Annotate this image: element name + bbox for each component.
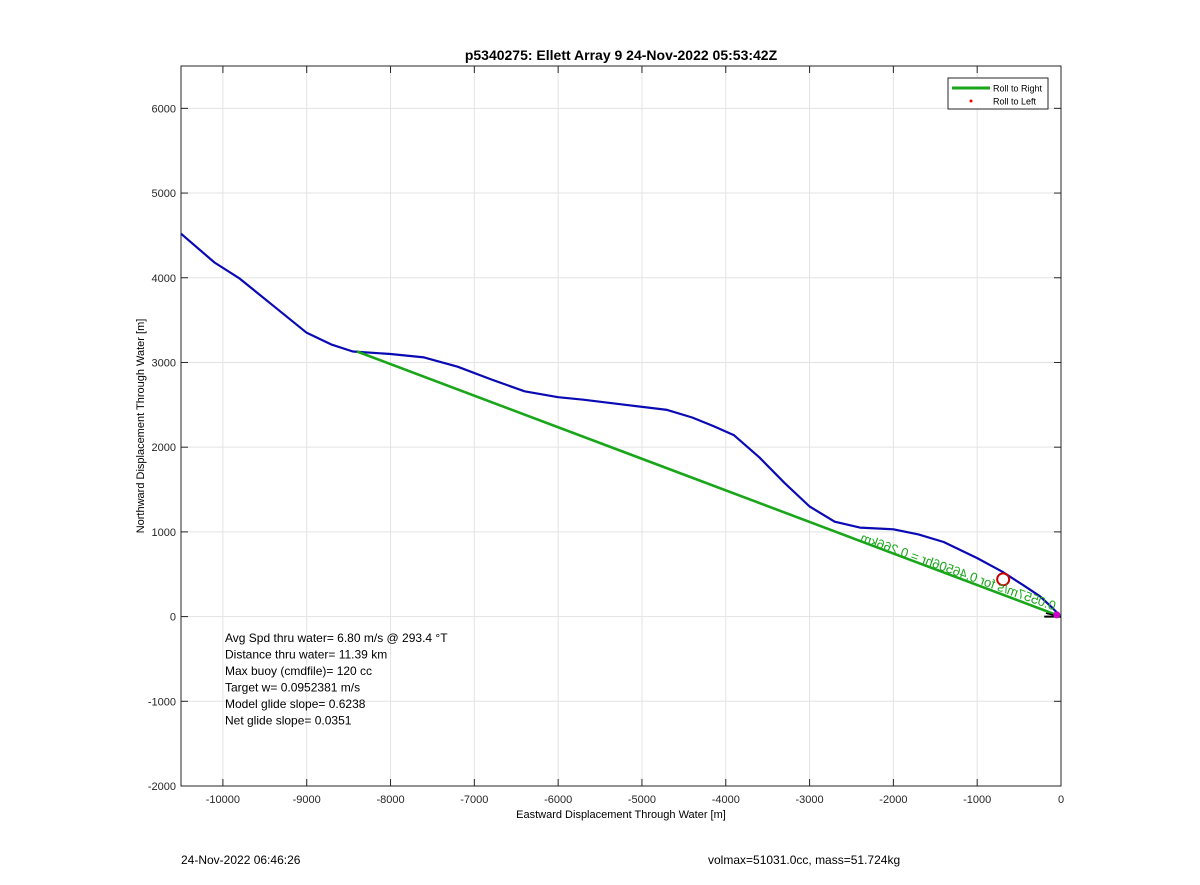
x-tick-label: -5000 [628, 794, 656, 806]
annotations: Avg Spd thru water= 6.80 m/s @ 293.4 °T D… [225, 631, 448, 728]
grid [181, 66, 1062, 787]
footer-volmax-mass: volmax=51031.0cc, mass=51.724kg [708, 853, 901, 867]
x-tick-label: -2000 [879, 794, 907, 806]
x-tick-label: -9000 [293, 794, 321, 806]
stats-annotation: Avg Spd thru water= 6.80 m/s @ 293.4 °T [225, 631, 448, 645]
footer-timestamp: 24-Nov-2022 06:46:26 [181, 853, 301, 867]
position-circle-marker [996, 572, 1011, 587]
y-tick-label: -2000 [148, 781, 176, 793]
y-tick-label: 3000 [152, 357, 176, 369]
chart-title: p5340275: Ellett Array 9 24-Nov-2022 05:… [465, 47, 778, 63]
x-tick-label: -1000 [963, 794, 991, 806]
y-axis-label: Northward Displacement Through Water [m] [135, 319, 147, 534]
y-tick-label: -1000 [148, 696, 176, 708]
stats-annotation: Distance thru water= 11.39 km [225, 648, 387, 662]
x-tick-label: -3000 [796, 794, 824, 806]
stats-annotation: Net glide slope= 0.0351 [225, 714, 352, 728]
end-marker [1053, 611, 1061, 619]
x-axis-label: Eastward Displacement Through Water [m] [516, 809, 726, 821]
y-tick-label: 0 [170, 612, 176, 624]
y-tick-label: 4000 [152, 273, 176, 285]
legend-label: Roll to Left [993, 97, 1037, 107]
x-tick-label: -7000 [460, 794, 488, 806]
stats-annotation: Max buoy (cmdfile)= 120 cc [225, 664, 372, 678]
axes-box [180, 65, 1062, 787]
track-line [180, 232, 1062, 618]
x-tick-label: -10000 [206, 794, 240, 806]
x-tick-label: -8000 [376, 794, 404, 806]
y-tick-label: 2000 [152, 442, 176, 454]
legend: Roll to Right Roll to Left [947, 77, 1049, 110]
legend-label: Roll to Right [993, 84, 1043, 94]
plot-lines: 0.0557m/s for 0.46506hr = 0.266km [180, 232, 1062, 619]
y-tick-label: 5000 [152, 188, 176, 200]
y-tick-label: 6000 [152, 103, 176, 115]
current-speed-label: 0.0557m/s for 0.46506hr = 0.266km [859, 530, 1058, 613]
stats-annotation: Model glide slope= 0.6238 [225, 697, 366, 711]
y-tick-label: 1000 [152, 527, 176, 539]
ticks: -10000 -9000 -8000 -7000 -6000 -5000 -4000 -300… [148, 66, 1064, 806]
x-tick-label: -6000 [544, 794, 572, 806]
x-tick-label: 0 [1058, 794, 1064, 806]
x-tick-label: -4000 [712, 794, 740, 806]
stats-annotation: Target w= 0.0952381 m/s [225, 681, 360, 695]
roll-to-right-line [356, 350, 1062, 618]
legend-box [947, 77, 1049, 110]
legend-dot-swatch [969, 99, 973, 103]
